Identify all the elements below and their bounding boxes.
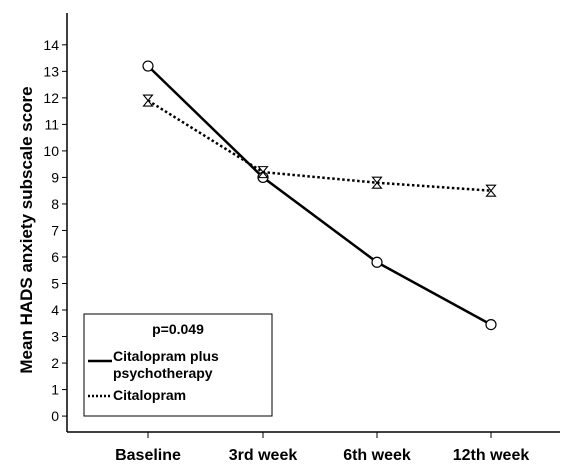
data-point-circle [371, 256, 383, 268]
y-tick-label: 5 [51, 275, 59, 291]
y-tick-label: 0 [51, 408, 59, 424]
data-point-circle [142, 60, 154, 72]
y-axis-label: Mean HADS anxiety subscale score [17, 86, 36, 373]
data-point-circle [485, 318, 497, 331]
x-tick-label: Baseline [115, 447, 181, 464]
y-tick-label: 6 [51, 249, 59, 265]
y-tick-label: 7 [51, 222, 59, 238]
y-tick-label: 8 [51, 196, 59, 212]
y-tick-label: 12 [43, 90, 59, 106]
data-point-hourglass [485, 184, 497, 197]
x-tick-label: 6th week [343, 447, 411, 464]
series-line-citalopram [147, 99, 492, 192]
data-point-hourglass [142, 94, 154, 107]
data-point-hourglass [371, 176, 383, 189]
legend-label-citalopram: Citalopram [113, 387, 186, 403]
series-lines [147, 65, 492, 326]
x-tick-label: 3rd week [229, 447, 298, 464]
legend-label-citalopram-plus-psychotherapy: Citalopram plus psychotherapy [113, 348, 223, 381]
y-tick-label: 2 [51, 355, 59, 371]
series-markers [142, 60, 497, 331]
series-line-citalopram-plus-psychotherapy [147, 65, 492, 326]
y-tick-label: 10 [43, 143, 59, 159]
y-tick-label: 9 [51, 169, 59, 185]
legend: p=0.049 Citalopram plus psychotherapy Ci… [83, 313, 273, 417]
data-point-hourglass [257, 166, 269, 179]
y-tick-label: 3 [51, 329, 59, 345]
y-tick-label: 14 [43, 37, 59, 53]
y-tick-label: 11 [44, 116, 59, 132]
x-tick-label: 12th week [453, 447, 530, 464]
y-tick-label: 1 [51, 382, 59, 398]
p-value-annotation: p=0.049 [152, 321, 204, 337]
y-tick-label: 13 [43, 63, 59, 79]
legend-box [83, 313, 273, 417]
y-tick-label: 4 [51, 302, 59, 318]
